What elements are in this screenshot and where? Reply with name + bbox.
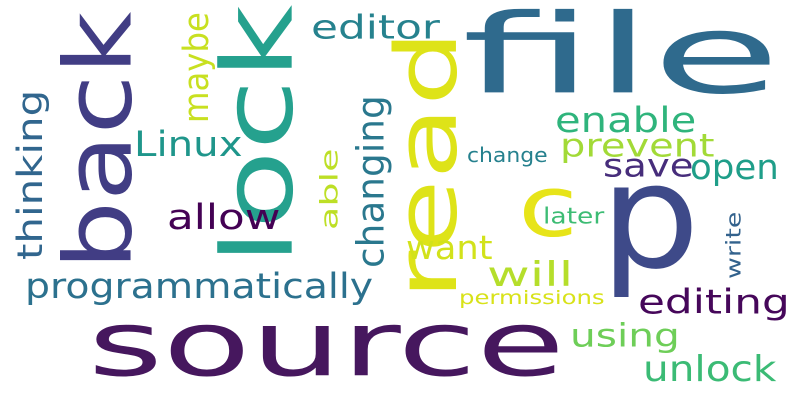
word-c: c (518, 157, 578, 257)
word-file: file (462, 0, 781, 119)
word-editor: editor (311, 9, 440, 47)
word-source: source (88, 292, 565, 398)
word-changing: changing (349, 95, 394, 269)
word-permissions: permissions (459, 286, 605, 309)
word-change: change (467, 143, 548, 167)
word-save: save (603, 147, 694, 185)
word-will: will (487, 255, 574, 295)
word-thinking: thinking (9, 89, 52, 260)
word-back: back (44, 11, 153, 271)
word-later: later (543, 202, 605, 230)
word-editing: editing (638, 283, 790, 322)
word-p: p (600, 132, 700, 302)
word-allow: allow (167, 196, 281, 239)
word-prevent: prevent (560, 127, 715, 165)
word-using: using (570, 317, 680, 355)
word-open: open (690, 146, 779, 189)
word-linux: Linux (134, 123, 243, 166)
word-write: write (722, 211, 747, 279)
word-want: want (406, 229, 493, 268)
word-maybe: maybe (176, 12, 218, 124)
word-unlock: unlock (643, 349, 777, 390)
word-enable: enable (555, 99, 697, 142)
word-able: able (316, 148, 344, 230)
word-programmatically: programmatically (25, 267, 374, 307)
